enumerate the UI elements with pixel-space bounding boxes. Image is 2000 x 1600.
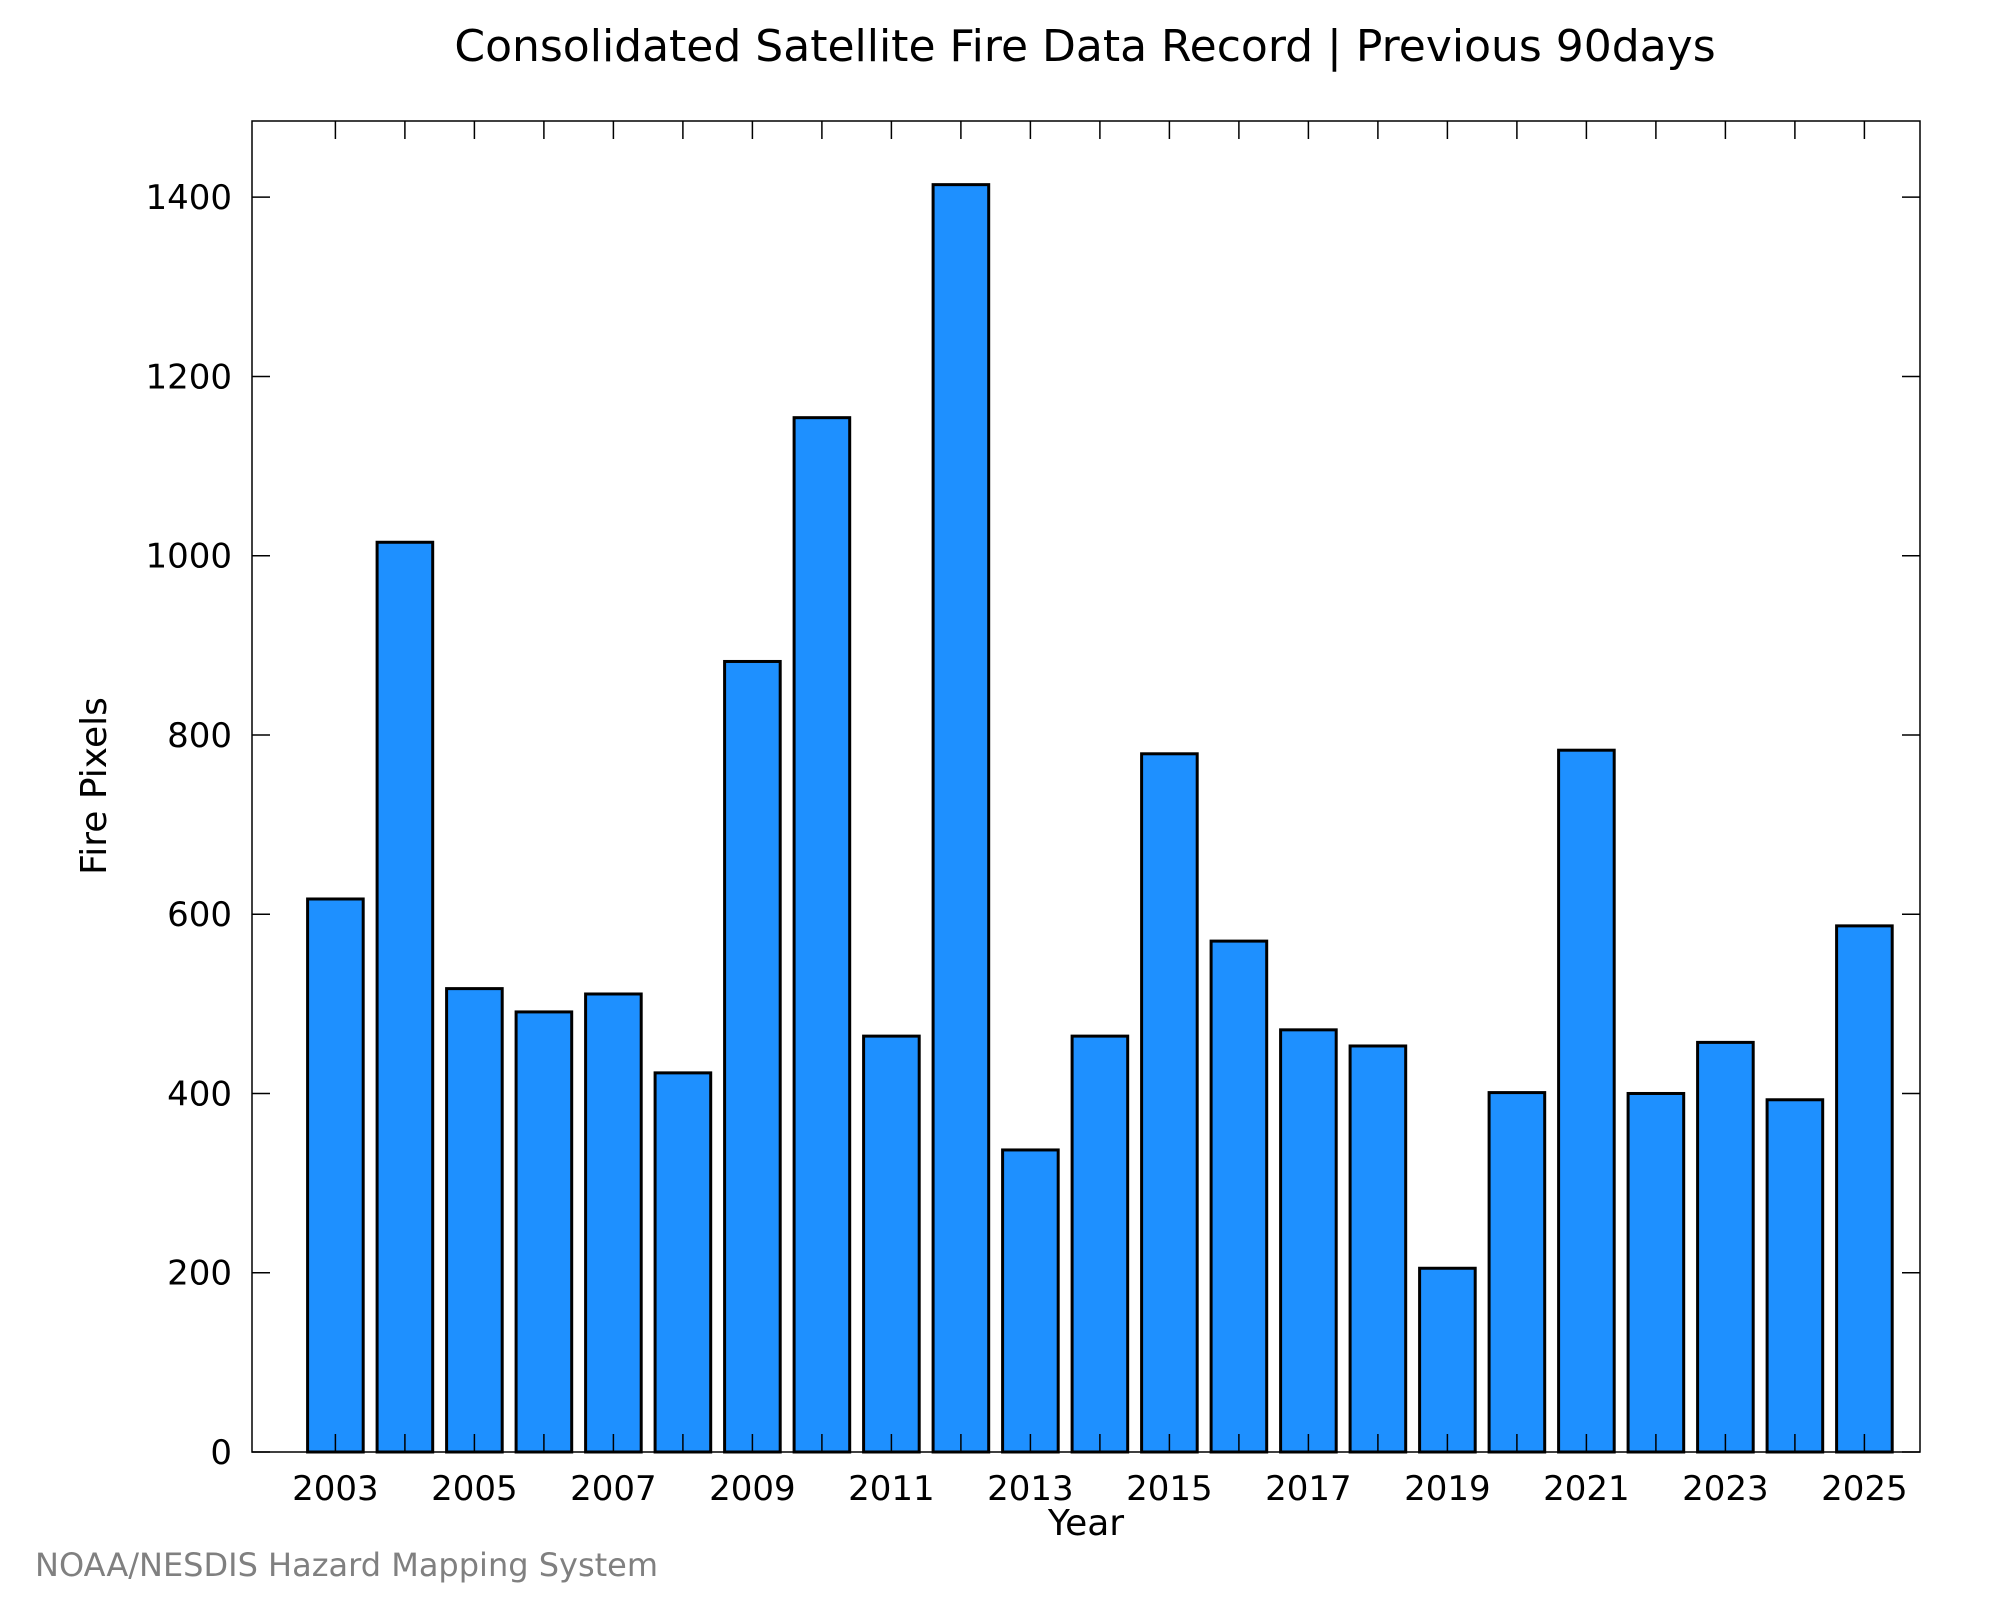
plot-frame <box>251 120 1921 1453</box>
bar-2020 <box>1487 1091 1547 1454</box>
bar-2023 <box>1696 1040 1755 1454</box>
y-tick-label-1000: 1000 <box>145 537 232 577</box>
y-axis-ticks: 0 200 400 600 800 1000 1200 1400 <box>145 178 1920 1473</box>
bar-2024 <box>1765 1098 1825 1454</box>
bar-2005 <box>445 987 504 1454</box>
x-tick-label-2017: 2017 <box>1265 1469 1352 1509</box>
y-tick-label-1400: 1400 <box>145 178 232 218</box>
bar-2004 <box>375 540 435 1454</box>
bar-2009 <box>723 659 782 1454</box>
x-tick-label-2005: 2005 <box>431 1469 518 1509</box>
y-tick-label-400: 400 <box>167 1074 232 1114</box>
x-tick-label-2003: 2003 <box>292 1469 379 1509</box>
y-tick-label-800: 800 <box>167 716 232 756</box>
y-tick-label-200: 200 <box>167 1254 232 1294</box>
bars-group <box>306 183 1894 1454</box>
bar-2022 <box>1626 1091 1686 1454</box>
x-tick-label-2015: 2015 <box>1126 1469 1213 1509</box>
source-credit: NOAA/NESDIS Hazard Mapping System <box>35 1546 658 1584</box>
bar-2025 <box>1835 924 1894 1454</box>
bar-2012 <box>931 183 991 1454</box>
x-tick-label-2019: 2019 <box>1404 1469 1491 1509</box>
bar-2008 <box>653 1071 713 1454</box>
x-tick-label-2009: 2009 <box>709 1469 796 1509</box>
x-tick-label-2007: 2007 <box>570 1469 657 1509</box>
y-tick-label-600: 600 <box>167 895 232 935</box>
bar-2018 <box>1348 1044 1408 1454</box>
x-axis-label: Year <box>1047 1503 1124 1544</box>
bar-2021 <box>1557 748 1616 1454</box>
bar-2019 <box>1418 1266 1477 1454</box>
bar-2015 <box>1140 752 1199 1454</box>
y-tick-label-1200: 1200 <box>145 357 232 397</box>
bar-2003 <box>306 897 365 1454</box>
x-tick-label-2011: 2011 <box>848 1469 935 1509</box>
bar-2006 <box>514 1010 574 1454</box>
x-tick-label-2021: 2021 <box>1543 1469 1630 1509</box>
bar-2014 <box>1070 1034 1130 1454</box>
bar-2007 <box>584 992 643 1454</box>
x-tick-label-2025: 2025 <box>1821 1469 1908 1509</box>
bar-2013 <box>1001 1148 1060 1454</box>
bar-2010 <box>792 416 852 1454</box>
x-tick-label-2023: 2023 <box>1682 1469 1769 1509</box>
y-axis-label: Fire Pixels <box>74 697 115 875</box>
x-axis-ticks: 2003 2005 2007 2009 2011 2013 2015 2017 2019 2021… <box>292 121 1908 1509</box>
bar-2016 <box>1209 939 1269 1454</box>
y-tick-label-0: 0 <box>210 1433 232 1473</box>
bar-2017 <box>1279 1028 1338 1454</box>
x-tick-label-2013: 2013 <box>987 1469 1074 1509</box>
bar-2011 <box>862 1034 921 1454</box>
chart-title: Consolidated Satellite Fire Data Record … <box>454 21 1715 72</box>
